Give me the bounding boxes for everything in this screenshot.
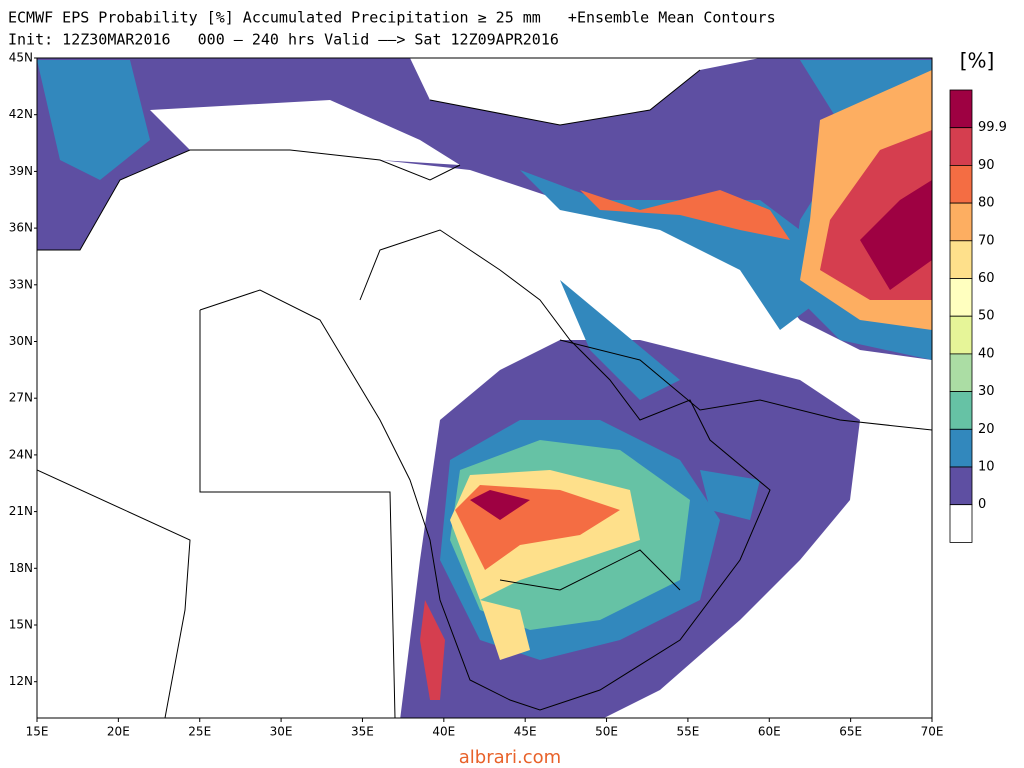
colorbar-box	[949, 202, 973, 242]
lat-label: 27N	[9, 391, 33, 405]
colorbar-label: 30	[978, 384, 995, 399]
colorbar-box	[949, 504, 973, 543]
lat-label: 30N	[9, 334, 33, 348]
lon-label: 70E	[921, 725, 944, 739]
lon-label: 55E	[676, 725, 699, 739]
lat-label: 18N	[9, 561, 33, 575]
lon-label: 60E	[758, 725, 781, 739]
colorbar-label: 10	[978, 460, 995, 475]
colorbar-label: 40	[978, 346, 995, 361]
colorbar-box	[949, 391, 973, 430]
colorbar-unit: [%]	[960, 49, 995, 73]
lon-label: 30E	[270, 725, 293, 739]
lat-label: 12N	[9, 674, 33, 688]
lon-label: 50E	[595, 725, 618, 739]
lon-label: 25E	[188, 725, 211, 739]
lon-label: 45E	[514, 725, 537, 739]
lon-label: 35E	[351, 725, 374, 739]
colorbar-box	[949, 466, 973, 506]
colorbar-box	[949, 127, 973, 166]
lat-label: 45N	[9, 51, 33, 65]
lat-label: 39N	[9, 164, 33, 178]
colorbar-box	[949, 89, 973, 129]
colorbar-box	[949, 164, 973, 204]
map-frame	[36, 57, 933, 719]
lon-label: 15E	[26, 725, 49, 739]
lat-label: 24N	[9, 447, 33, 461]
lat-label: 36N	[9, 221, 33, 235]
lon-label: 65E	[839, 725, 862, 739]
lon-label: 40E	[432, 725, 455, 739]
watermark: albrari.com	[459, 747, 561, 768]
colorbar-label: 60	[978, 271, 995, 286]
colorbar-label: 90	[978, 158, 995, 173]
lat-label: 42N	[9, 107, 33, 121]
colorbar-box	[949, 240, 973, 279]
colorbar-label: 99.9	[978, 120, 1007, 135]
colorbar-label: 70	[978, 233, 995, 248]
colorbar-label: 0	[978, 497, 986, 512]
colorbar-label: 50	[978, 309, 995, 324]
colorbar-label: 80	[978, 196, 995, 211]
map-field	[37, 58, 932, 718]
colorbar-box	[949, 315, 973, 355]
lon-label: 20E	[107, 725, 130, 739]
title: ECMWF EPS Probability [%] Accumulated Pr…	[8, 9, 776, 27]
colorbar-box	[949, 353, 973, 392]
colorbar-box	[949, 428, 973, 468]
lat-label: 21N	[9, 504, 33, 518]
lat-label: 15N	[9, 618, 33, 632]
colorbar-label: 20	[978, 422, 995, 437]
colorbar-box	[949, 278, 973, 317]
subtitle: Init: 12Z30MAR2016 000 – 240 hrs Valid –…	[8, 31, 559, 49]
lat-label: 33N	[9, 277, 33, 291]
